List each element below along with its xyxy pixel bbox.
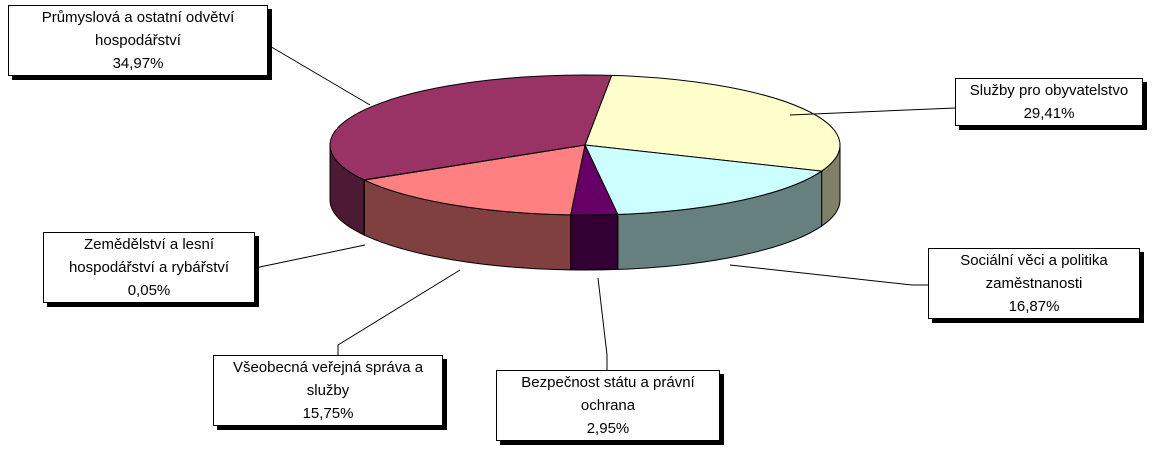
slice [584, 74, 841, 172]
label-box: Služby pro obyvatelstvo 29,41% [955, 78, 1143, 126]
label-box: Sociální věci a politika zaměstnanosti 16… [928, 248, 1140, 319]
value-label: 29,41% [1023, 105, 1075, 122]
leader-line [789, 107, 956, 116]
value-label: 15,75% [302, 405, 354, 422]
slice-label: Průmyslová a ostatní odvětví hospodářstv… [41, 9, 235, 49]
leader-line [337, 269, 461, 355]
slice [362, 144, 586, 216]
label-box: Průmyslová a ostatní odvětví hospodářstv… [8, 5, 268, 76]
leader-line [597, 277, 608, 370]
slice-label: Služby pro obyvatelstvo [969, 82, 1129, 99]
slice-label: Všeobecná veřejná správa a služby [232, 359, 424, 399]
slice-label: Sociální věci a politika zaměstnanosti [960, 252, 1108, 292]
slice [329, 74, 613, 181]
leader-line [729, 264, 928, 286]
value-label: 34,97% [112, 55, 164, 72]
slice-label: Zemědělství a lesní hospodářství a rybář… [68, 236, 230, 276]
value-label: 2,95% [586, 420, 630, 437]
slice [584, 144, 824, 215]
leader-line [254, 244, 366, 269]
slice-side [570, 213, 619, 271]
label-box: Všeobecná veřejná správa a služby 15,75% [213, 355, 443, 426]
value-label: 16,87% [1008, 298, 1060, 315]
slice-label: Bezpečnost státu a právní ochrana [521, 374, 695, 414]
label-box: Zemědělství a lesní hospodářství a rybář… [43, 232, 255, 303]
leader-line [267, 44, 371, 106]
value-label: 0,05% [127, 282, 171, 299]
label-box: Bezpečnost státu a právní ochrana 2,95% [496, 370, 720, 441]
